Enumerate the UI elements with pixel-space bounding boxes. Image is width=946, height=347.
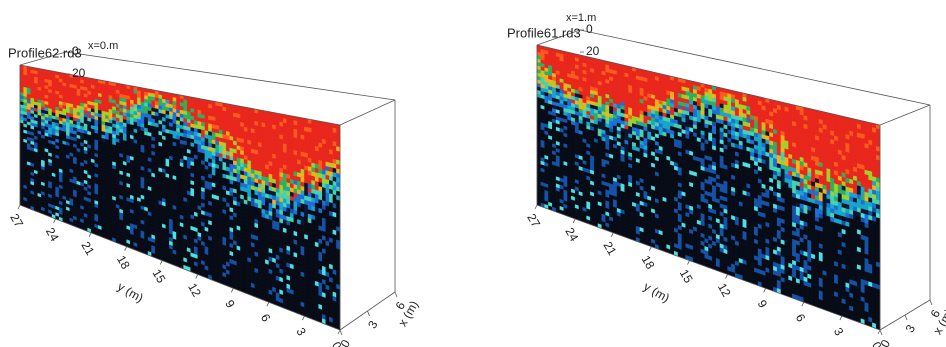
- y-tick-mark: [88, 232, 92, 237]
- y-tick-label: 6: [258, 311, 274, 324]
- z-tick-label: 20: [72, 66, 86, 80]
- y-tick-mark: [53, 218, 56, 224]
- y-tick-mark: [302, 315, 305, 321]
- y-tick-label: 9: [222, 298, 238, 311]
- y-axis-label: y (m): [115, 279, 146, 305]
- y-tick-mark: [195, 274, 199, 279]
- y-tick-label: 27: [7, 211, 26, 230]
- x-tick-mark: [367, 310, 370, 317]
- radargram-image: [19, 64, 341, 331]
- y-tick-mark: [337, 329, 341, 335]
- box-edge: [65, 51, 396, 101]
- x-tick-label: 3: [365, 318, 381, 331]
- x-tick-mark: [394, 291, 398, 298]
- y-tick-mark: [124, 246, 128, 251]
- y-tick-mark: [17, 204, 21, 210]
- y-tick-label: 24: [43, 225, 62, 244]
- y-tick-label: 21: [78, 239, 97, 258]
- panel-subtitle: x=0.m: [88, 40, 118, 52]
- y-tick-label: 15: [150, 267, 169, 286]
- y-tick-mark: [266, 302, 270, 307]
- z-tick-label: 0: [72, 44, 79, 58]
- panel-title: Profile62.rd3: [8, 45, 82, 60]
- box-edge: [879, 104, 931, 126]
- y-tick-label: 3: [293, 325, 309, 338]
- box-edge: [19, 51, 67, 66]
- y-tick-label: 12: [185, 281, 204, 300]
- y-tick-mark: [230, 288, 234, 293]
- y-tick-mark: [159, 260, 163, 265]
- radargram-image: [536, 44, 881, 331]
- x-tick-mark: [339, 329, 343, 336]
- y-tick-label: 18: [114, 253, 133, 272]
- box-edge: [339, 99, 396, 126]
